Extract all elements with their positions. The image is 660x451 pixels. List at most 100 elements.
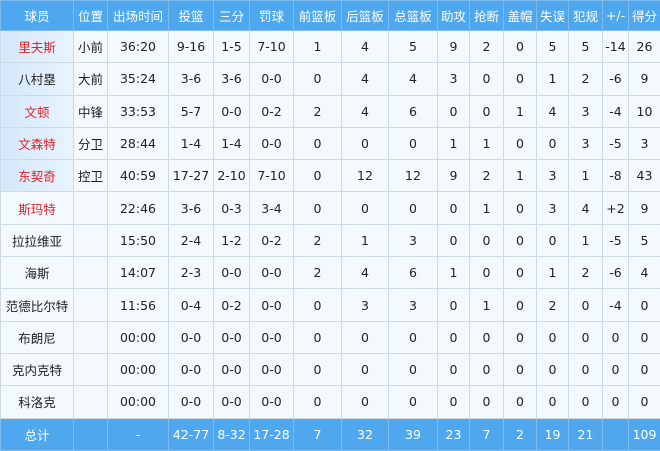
column-header[interactable]: 球员 (1, 1, 74, 31)
stat-cell: 5-7 (169, 95, 214, 127)
stat-cell (74, 257, 108, 289)
total-stat-cell: - (108, 418, 169, 450)
stat-cell: 0 (389, 321, 438, 353)
stat-cell: 0 (438, 321, 470, 353)
stat-cell: 0 (569, 289, 603, 321)
column-header[interactable]: 盖帽 (504, 1, 537, 31)
stat-cell: 0 (504, 257, 537, 289)
player-name[interactable]: 东契奇 (1, 160, 74, 192)
stat-cell: 9 (629, 63, 660, 95)
stat-cell: 0 (603, 353, 629, 385)
column-header[interactable]: 抢断 (470, 1, 504, 31)
column-header[interactable]: 罚球 (250, 1, 294, 31)
column-header[interactable]: 失误 (537, 1, 569, 31)
stat-cell: 分卫 (74, 127, 108, 159)
stat-cell: 0-0 (214, 353, 250, 385)
stat-cell: 0 (603, 321, 629, 353)
column-header[interactable]: 得分 (629, 1, 660, 31)
stat-cell: 2 (569, 257, 603, 289)
stat-cell: 4 (342, 31, 389, 63)
stat-cell: 0-0 (250, 386, 294, 418)
stat-cell: -6 (603, 63, 629, 95)
player-name: 八村塁 (1, 63, 74, 95)
stat-cell: 0 (504, 224, 537, 256)
total-stat-cell: 19 (537, 418, 569, 450)
stat-cell: 0 (629, 353, 660, 385)
column-header[interactable]: 犯规 (569, 1, 603, 31)
total-stat-cell: 42-77 (169, 418, 214, 450)
total-stat-cell: 2 (504, 418, 537, 450)
player-name[interactable]: 文顿 (1, 95, 74, 127)
stat-cell: 0 (603, 386, 629, 418)
stat-cell: 00:00 (108, 353, 169, 385)
player-name: 海斯 (1, 257, 74, 289)
stat-cell: 0-2 (214, 289, 250, 321)
stat-cell: 4 (629, 257, 660, 289)
stat-cell: 1 (470, 289, 504, 321)
stat-cell: 10 (629, 95, 660, 127)
stat-cell: -8 (603, 160, 629, 192)
stat-cell: 9 (438, 31, 470, 63)
stat-cell: 0 (629, 386, 660, 418)
stat-cell: 0-0 (169, 321, 214, 353)
stat-cell: 0 (537, 127, 569, 159)
stat-cell: 0 (389, 386, 438, 418)
stat-cell: 0 (294, 353, 342, 385)
stat-cell: 1-5 (214, 31, 250, 63)
column-header[interactable]: 后篮板 (342, 1, 389, 31)
stat-cell: 0 (438, 353, 470, 385)
stat-cell: 33:53 (108, 95, 169, 127)
stat-cell: 9 (629, 192, 660, 224)
stat-cell: 0 (294, 321, 342, 353)
column-header[interactable]: 助攻 (438, 1, 470, 31)
stat-cell: 控卫 (74, 160, 108, 192)
stat-cell: 0 (470, 63, 504, 95)
stat-cell: 12 (389, 160, 438, 192)
stat-cell: 0 (438, 386, 470, 418)
stat-cell: 0 (569, 386, 603, 418)
stat-cell: 3-6 (214, 63, 250, 95)
column-header[interactable]: 位置 (74, 1, 108, 31)
column-header[interactable]: 总篮板 (389, 1, 438, 31)
column-header[interactable]: 投篮 (169, 1, 214, 31)
stat-cell: 3 (389, 224, 438, 256)
column-header[interactable]: 前篮板 (294, 1, 342, 31)
stat-cell: 0 (389, 192, 438, 224)
stat-cell: 0 (294, 160, 342, 192)
column-header[interactable]: 三分 (214, 1, 250, 31)
player-name[interactable]: 斯玛特 (1, 192, 74, 224)
stat-cell: 43 (629, 160, 660, 192)
stat-cell: 1 (438, 257, 470, 289)
stat-cell: 2 (470, 160, 504, 192)
stat-cell: 0 (438, 192, 470, 224)
total-label: 总计 (1, 418, 74, 450)
column-header[interactable]: 出场时间 (108, 1, 169, 31)
stat-cell: 1 (438, 127, 470, 159)
stat-cell: 1 (342, 224, 389, 256)
stat-cell: 26 (629, 31, 660, 63)
stat-cell (74, 353, 108, 385)
stat-cell: 3 (569, 95, 603, 127)
stat-cell: 0 (537, 386, 569, 418)
stat-cell: 3-6 (169, 192, 214, 224)
stat-cell: 0 (342, 321, 389, 353)
stat-cell: 28:44 (108, 127, 169, 159)
stat-cell: 0 (294, 63, 342, 95)
player-name[interactable]: 里夫斯 (1, 31, 74, 63)
stat-cell: 15:50 (108, 224, 169, 256)
stat-cell: 0-0 (250, 63, 294, 95)
column-header[interactable]: +/- (603, 1, 629, 31)
player-name[interactable]: 文森特 (1, 127, 74, 159)
stat-cell: 1-4 (169, 127, 214, 159)
stat-cell: 2 (294, 95, 342, 127)
stat-cell: 2 (294, 224, 342, 256)
stat-cell: 7-10 (250, 160, 294, 192)
